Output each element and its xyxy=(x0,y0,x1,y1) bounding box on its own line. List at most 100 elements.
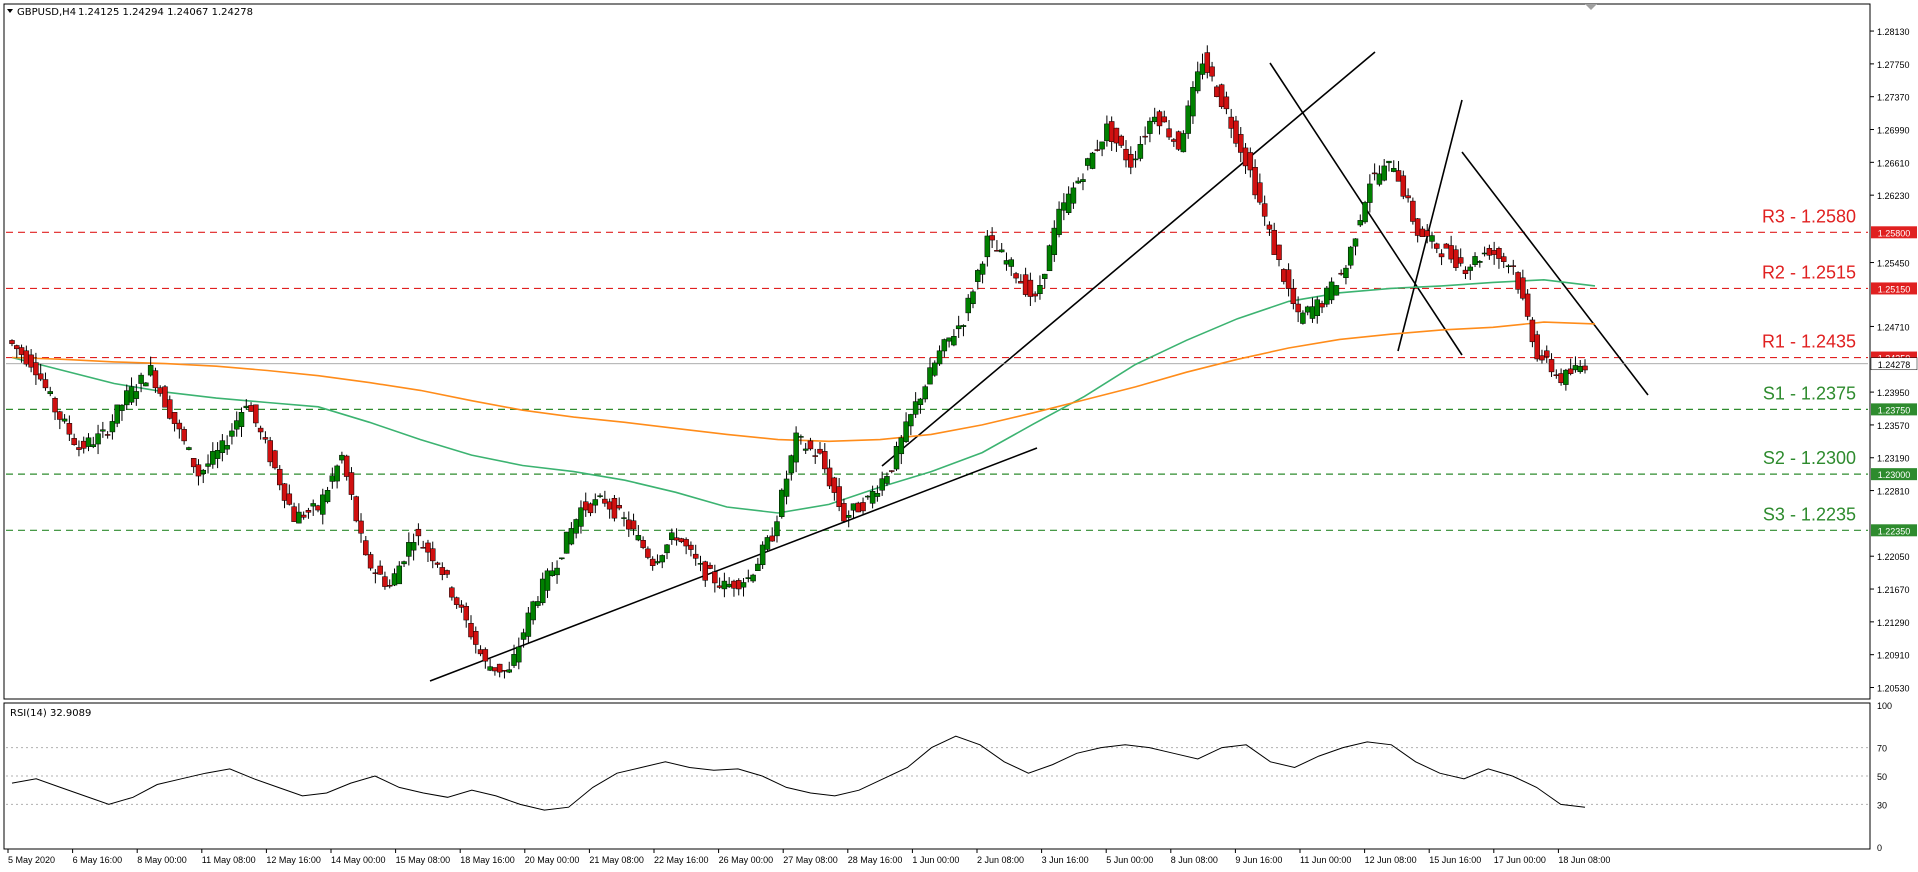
candle-bull xyxy=(214,450,221,459)
y-tick-label: 1.20530 xyxy=(1877,683,1910,693)
candle-bear xyxy=(1424,230,1430,237)
candle-bear xyxy=(1013,273,1019,279)
rsi-y-tick-label: 30 xyxy=(1877,800,1887,810)
candle-bear xyxy=(33,362,39,376)
candle-bull xyxy=(1194,71,1201,92)
candle-bull xyxy=(669,532,675,540)
candle-bear xyxy=(76,447,82,450)
level-label-s1: S1 - 1.2375 xyxy=(1763,383,1856,403)
y-tick-label: 1.22810 xyxy=(1877,487,1910,497)
candle-bear xyxy=(649,558,656,566)
candle-bear xyxy=(1491,250,1497,255)
candle-bear xyxy=(1242,147,1249,167)
candle-bull xyxy=(123,390,130,406)
rsi-y-tick-label: 100 xyxy=(1877,701,1892,711)
candle-bull xyxy=(200,469,206,474)
candle-bear xyxy=(1290,288,1297,304)
candle-bear xyxy=(1166,128,1172,138)
y-tick-label: 1.24710 xyxy=(1877,322,1910,332)
candle-bear xyxy=(42,379,49,389)
candle-bear xyxy=(1553,374,1560,377)
candle-bull xyxy=(559,557,565,560)
candle-bear xyxy=(1510,265,1517,267)
candle-bear xyxy=(1295,303,1301,313)
candle-bear xyxy=(836,486,842,507)
candle-bear xyxy=(453,597,460,605)
x-tick-label: 17 Jun 00:00 xyxy=(1494,855,1546,865)
candle-bull xyxy=(61,418,68,422)
candle-bull xyxy=(1328,281,1335,301)
candle-bear xyxy=(1123,148,1129,161)
candle-bull xyxy=(965,297,971,314)
candle-bull xyxy=(243,405,250,409)
candle-bull xyxy=(396,565,403,585)
candle-bear xyxy=(425,542,431,553)
x-tick-label: 6 May 16:00 xyxy=(73,855,123,865)
candle-bear xyxy=(367,554,374,569)
y-tick-label: 1.27750 xyxy=(1877,60,1910,70)
rsi-y-tick-label: 70 xyxy=(1877,744,1887,754)
candle-bear xyxy=(23,350,30,365)
candle-bear xyxy=(1496,248,1502,259)
candle-bear xyxy=(372,572,379,574)
candle-bull xyxy=(740,582,747,588)
candle-bull xyxy=(210,451,216,465)
candle-bull xyxy=(109,421,116,433)
candle-bull xyxy=(1151,116,1158,122)
candle-bear xyxy=(1544,350,1550,358)
candle-bear xyxy=(1204,52,1211,73)
candle-bear xyxy=(449,587,455,598)
chart-menu-arrow-icon[interactable] xyxy=(7,9,13,13)
candle-bull xyxy=(979,263,986,275)
candle-bear xyxy=(1448,245,1454,260)
candle-bull xyxy=(850,503,857,511)
candle-bear xyxy=(1094,149,1101,151)
candle-bull xyxy=(1008,259,1015,267)
candle-bull xyxy=(1132,158,1139,161)
candle-bear xyxy=(1108,121,1115,142)
candle-bear xyxy=(611,498,618,519)
candle-bull xyxy=(865,495,871,498)
candle-bull xyxy=(100,429,106,432)
candle-bear xyxy=(1214,86,1220,97)
candle-bull xyxy=(401,561,407,565)
candle-bull xyxy=(1386,160,1392,164)
candle-bull xyxy=(1199,63,1206,75)
candle-bear xyxy=(712,571,718,584)
candle-bear xyxy=(167,399,173,419)
candle-bear xyxy=(281,483,288,501)
candle-bear xyxy=(707,564,713,569)
candle-bear xyxy=(630,520,637,530)
candle-bear xyxy=(482,649,489,662)
candle-bull xyxy=(296,511,302,524)
candle-bear xyxy=(1414,218,1421,236)
candle-bull xyxy=(1185,105,1191,134)
candle-bear xyxy=(1233,120,1239,144)
candle-bear xyxy=(692,553,699,559)
x-tick-label: 5 Jun 00:00 xyxy=(1106,855,1153,865)
candle-bull xyxy=(1037,285,1043,295)
candle-bear xyxy=(18,347,25,355)
candle-bear xyxy=(1281,269,1287,282)
candle-bear xyxy=(1128,154,1134,168)
candle-bull xyxy=(554,567,560,576)
trendline-support-short xyxy=(1397,99,1463,352)
candle-bull xyxy=(128,386,135,403)
candle-bear xyxy=(1405,195,1411,199)
y-tick-label: 1.27370 xyxy=(1877,93,1910,103)
candle-bear xyxy=(812,455,818,457)
candle-bull xyxy=(549,570,556,576)
candle-bull xyxy=(1104,123,1110,142)
candle-bull xyxy=(745,577,752,579)
x-tick-label: 8 May 00:00 xyxy=(137,855,187,865)
candle-bull xyxy=(998,249,1005,253)
candle-bull xyxy=(138,374,144,384)
candle-bull xyxy=(1467,266,1474,271)
candle-bear xyxy=(1018,281,1024,284)
candle-bull xyxy=(1046,245,1053,272)
candle-bull xyxy=(898,437,905,455)
candle-bull xyxy=(1180,133,1187,153)
candle-bull xyxy=(927,367,933,385)
candle-bull xyxy=(726,583,732,588)
candle-bull xyxy=(573,519,579,534)
